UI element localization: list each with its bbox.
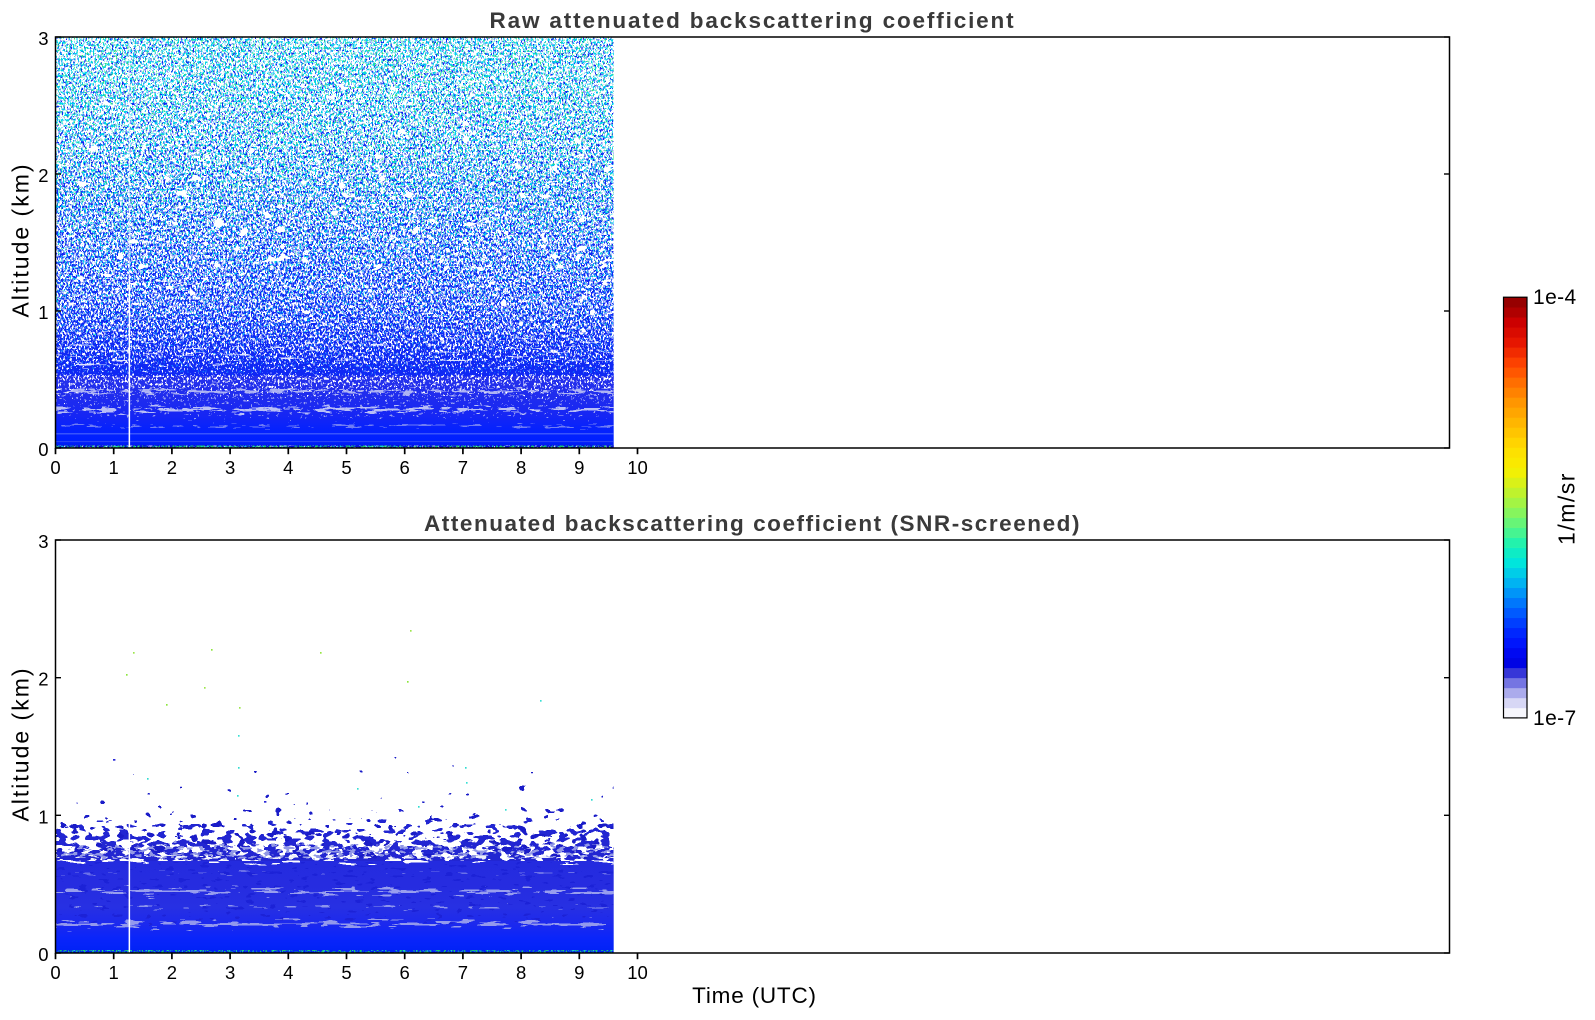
svg-text:1: 1 (109, 962, 119, 983)
svg-text:6: 6 (400, 962, 410, 983)
svg-text:8: 8 (516, 457, 526, 478)
svg-text:2: 2 (38, 165, 48, 186)
svg-text:3: 3 (38, 531, 48, 552)
svg-text:1: 1 (38, 806, 48, 827)
svg-text:7: 7 (458, 457, 468, 478)
svg-text:0: 0 (50, 457, 60, 478)
svg-text:0: 0 (50, 962, 60, 983)
svg-text:8: 8 (516, 962, 526, 983)
svg-text:Attenuated backscattering coef: Attenuated backscattering coefficient (S… (424, 511, 1081, 536)
svg-text:5: 5 (341, 457, 351, 478)
svg-text:1/m/sr: 1/m/sr (1554, 472, 1580, 545)
svg-text:3: 3 (225, 457, 235, 478)
svg-text:Altitude (km): Altitude (km) (8, 666, 34, 821)
svg-text:6: 6 (400, 457, 410, 478)
svg-text:1: 1 (38, 302, 48, 323)
svg-text:Time (UTC): Time (UTC) (692, 983, 817, 1008)
svg-text:2: 2 (167, 457, 177, 478)
svg-text:4: 4 (283, 457, 293, 478)
svg-text:3: 3 (38, 28, 48, 49)
svg-text:Altitude (km): Altitude (km) (8, 162, 34, 317)
svg-text:0: 0 (38, 439, 48, 460)
svg-text:4: 4 (283, 962, 293, 983)
svg-text:2: 2 (38, 669, 48, 690)
svg-text:0: 0 (38, 944, 48, 965)
svg-text:2: 2 (167, 962, 177, 983)
svg-text:5: 5 (341, 962, 351, 983)
svg-text:10: 10 (627, 962, 648, 983)
svg-text:9: 9 (574, 962, 584, 983)
svg-text:9: 9 (574, 457, 584, 478)
svg-text:10: 10 (627, 457, 648, 478)
svg-text:1: 1 (109, 457, 119, 478)
svg-text:7: 7 (458, 962, 468, 983)
svg-text:1e-7: 1e-7 (1533, 707, 1577, 730)
svg-text:Raw attenuated backscattering: Raw attenuated backscattering coefficien… (490, 8, 1016, 33)
svg-text:3: 3 (225, 962, 235, 983)
svg-text:1e-4: 1e-4 (1533, 286, 1577, 309)
